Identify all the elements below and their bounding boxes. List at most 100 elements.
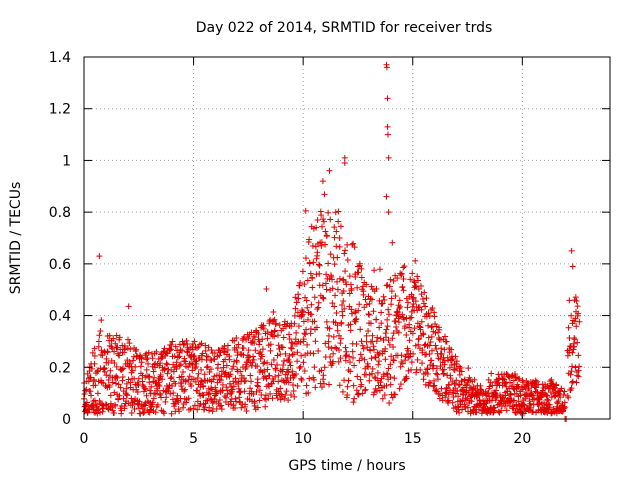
data-point bbox=[149, 355, 156, 362]
data-point bbox=[320, 380, 327, 387]
data-point bbox=[537, 406, 544, 413]
data-point bbox=[573, 379, 580, 386]
data-point bbox=[544, 396, 551, 403]
data-point bbox=[91, 376, 98, 383]
data-point bbox=[251, 334, 258, 341]
data-point bbox=[569, 349, 576, 356]
data-point bbox=[406, 353, 413, 360]
data-point bbox=[364, 363, 371, 370]
data-point bbox=[114, 374, 121, 381]
data-point bbox=[359, 342, 366, 349]
data-point bbox=[137, 410, 144, 417]
data-point bbox=[334, 254, 341, 261]
data-point bbox=[170, 390, 177, 397]
data-point bbox=[428, 357, 435, 364]
data-point bbox=[464, 404, 471, 411]
data-point bbox=[337, 355, 344, 362]
data-point bbox=[403, 331, 410, 338]
data-point bbox=[101, 368, 108, 375]
data-point bbox=[179, 347, 186, 354]
data-point bbox=[205, 344, 212, 351]
data-point bbox=[279, 344, 286, 351]
data-point bbox=[206, 368, 213, 375]
data-point bbox=[242, 377, 249, 384]
data-point bbox=[359, 390, 366, 397]
data-point bbox=[415, 336, 422, 343]
data-point bbox=[311, 318, 318, 325]
data-point bbox=[123, 380, 130, 387]
data-point bbox=[270, 317, 277, 324]
data-point bbox=[367, 295, 374, 302]
data-point bbox=[377, 379, 384, 386]
data-point bbox=[241, 388, 248, 395]
data-point bbox=[520, 401, 527, 408]
data-point bbox=[274, 332, 281, 339]
data-point bbox=[88, 392, 95, 399]
data-point bbox=[91, 345, 98, 352]
data-point bbox=[503, 407, 510, 414]
data-point bbox=[448, 362, 455, 369]
data-point bbox=[425, 334, 432, 341]
data-point bbox=[163, 360, 170, 367]
data-point bbox=[121, 403, 128, 410]
data-point bbox=[130, 357, 137, 364]
data-point bbox=[134, 389, 141, 396]
data-point bbox=[375, 351, 382, 358]
data-point bbox=[199, 391, 206, 398]
data-point bbox=[194, 374, 201, 381]
data-point bbox=[198, 340, 205, 347]
data-point bbox=[434, 371, 441, 378]
data-point bbox=[336, 275, 343, 282]
data-point bbox=[384, 95, 391, 102]
data-point bbox=[409, 296, 416, 303]
data-point bbox=[425, 310, 432, 317]
data-point bbox=[396, 385, 403, 392]
data-point bbox=[565, 324, 572, 331]
data-point bbox=[166, 382, 173, 389]
data-point bbox=[455, 382, 462, 389]
data-point bbox=[191, 402, 198, 409]
data-point bbox=[406, 321, 413, 328]
data-point bbox=[316, 270, 323, 277]
data-point bbox=[461, 376, 468, 383]
data-point bbox=[361, 356, 368, 363]
data-point bbox=[386, 400, 393, 407]
data-point bbox=[548, 394, 555, 401]
data-point bbox=[297, 339, 304, 346]
data-point bbox=[110, 335, 117, 342]
data-point bbox=[168, 374, 175, 381]
data-point bbox=[136, 398, 143, 405]
data-point bbox=[314, 249, 321, 256]
data-point bbox=[119, 366, 126, 373]
data-point bbox=[392, 292, 399, 299]
data-point bbox=[220, 364, 227, 371]
data-point bbox=[277, 385, 284, 392]
data-point bbox=[329, 358, 336, 365]
data-point bbox=[102, 401, 109, 408]
data-point bbox=[387, 374, 394, 381]
data-point bbox=[471, 376, 478, 383]
data-point bbox=[510, 377, 517, 384]
data-point bbox=[248, 329, 255, 336]
data-point bbox=[394, 275, 401, 282]
data-point bbox=[408, 366, 415, 373]
data-point bbox=[427, 380, 434, 387]
data-point bbox=[229, 386, 236, 393]
data-point bbox=[320, 372, 327, 379]
data-point bbox=[96, 332, 103, 339]
data-point bbox=[107, 392, 114, 399]
data-point bbox=[119, 374, 126, 381]
data-point bbox=[277, 351, 284, 358]
data-point bbox=[401, 263, 408, 270]
data-point bbox=[342, 268, 349, 275]
data-point bbox=[502, 392, 509, 399]
data-point bbox=[365, 327, 372, 334]
data-point bbox=[151, 374, 158, 381]
data-point bbox=[397, 381, 404, 388]
data-point bbox=[408, 359, 415, 366]
data-point bbox=[307, 270, 314, 277]
data-point bbox=[367, 320, 374, 327]
data-point bbox=[456, 381, 463, 388]
data-point bbox=[303, 382, 310, 389]
data-point bbox=[368, 296, 375, 303]
